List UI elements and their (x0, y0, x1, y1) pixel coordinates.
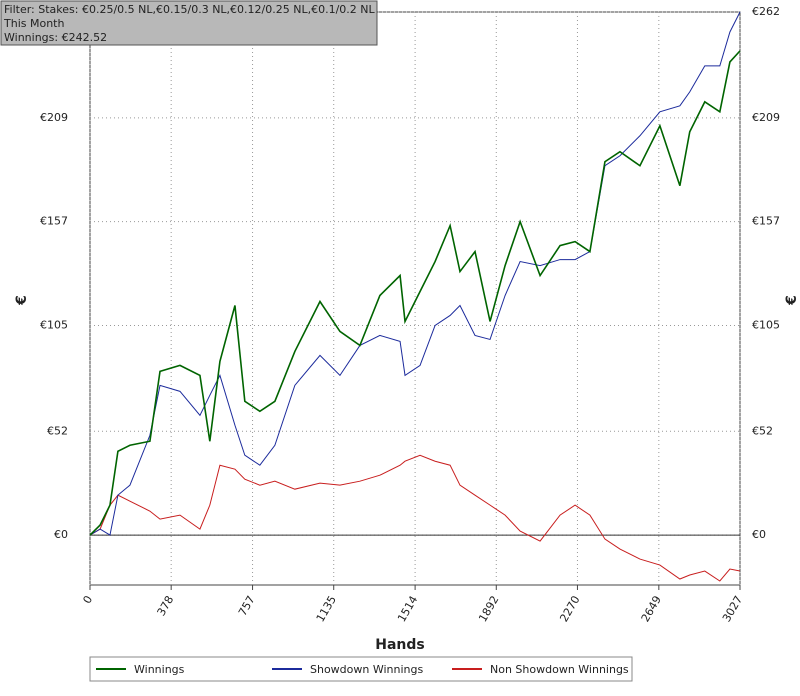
legend-label: Showdown Winnings (310, 663, 424, 676)
series-line (89, 50, 741, 536)
series-line (89, 11, 741, 536)
y-tick-label: €52 (47, 424, 68, 437)
y-tick-label-right: €105 (752, 318, 780, 331)
y-axis-label-right: € (784, 295, 800, 306)
x-axis-label: Hands (375, 637, 425, 653)
y-axis-label: € (14, 295, 30, 306)
y-tick-label: €105 (40, 318, 68, 331)
y-tick-label: €0 (54, 528, 68, 541)
y-tick-label: €209 (40, 111, 68, 124)
legend (89, 656, 633, 682)
y-tick-label-right: €157 (752, 215, 780, 228)
filter-box (0, 0, 378, 46)
series-line (89, 454, 741, 582)
y-tick-label-right: €0 (752, 528, 766, 541)
y-tick-label-right: €52 (752, 424, 773, 437)
y-tick-label-right: €262 (752, 5, 780, 18)
filter-text: Winnings: €242.52 (4, 31, 107, 44)
legend-label: Winnings (134, 663, 185, 676)
legend-label: Non Showdown Winnings (490, 663, 629, 676)
filter-text: Filter: Stakes: €0.25/0.5 NL,€0.15/0.3 N… (4, 3, 376, 16)
filter-text: This Month (3, 17, 64, 30)
y-tick-label: €157 (40, 215, 68, 228)
y-tick-label-right: €209 (752, 111, 780, 124)
